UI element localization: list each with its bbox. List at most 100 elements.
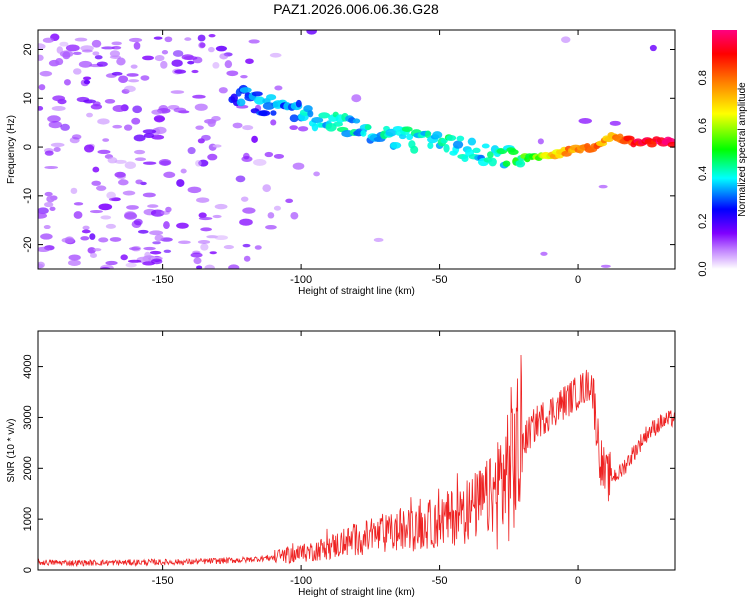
ridge-blob xyxy=(508,149,519,155)
noise-blob xyxy=(235,175,246,183)
noise-blob xyxy=(242,207,256,214)
colorbar-tick-label: 0.8 xyxy=(697,70,709,85)
noise-blob xyxy=(49,206,56,212)
noise-blob xyxy=(89,233,96,240)
y-tick-label: 0 xyxy=(22,144,34,150)
ridge-blob xyxy=(427,142,434,150)
noise-blob xyxy=(83,79,91,85)
noise-blob xyxy=(100,215,112,220)
noise-blob xyxy=(111,71,123,76)
noise-blob xyxy=(212,144,222,148)
noise-blob xyxy=(242,125,254,131)
noise-blob xyxy=(132,105,143,114)
noise-blob xyxy=(82,76,92,81)
noise-blob xyxy=(239,218,253,226)
noise-blob xyxy=(204,264,215,269)
noise-blob xyxy=(44,191,53,197)
noise-blob xyxy=(134,157,147,161)
noise-blob xyxy=(140,75,150,81)
noise-blob xyxy=(93,248,102,252)
noise-blob xyxy=(373,237,384,242)
noise-blob xyxy=(187,60,195,65)
noise-blob xyxy=(219,53,229,60)
noise-blob xyxy=(87,247,96,254)
snr-frame xyxy=(37,330,676,571)
noise-blob xyxy=(195,125,204,130)
noise-blob xyxy=(38,84,46,91)
noise-blob xyxy=(46,195,55,203)
x-tick-label: -100 xyxy=(290,274,312,286)
ridge-blob xyxy=(401,126,413,132)
noise-blob xyxy=(200,227,212,232)
noise-blob xyxy=(52,95,66,102)
noise-blob xyxy=(160,60,168,69)
noise-blob xyxy=(143,246,156,251)
noise-blob xyxy=(163,221,170,230)
noise-blob xyxy=(173,107,187,113)
noise-blob xyxy=(262,184,272,193)
ridge-blob xyxy=(443,144,450,153)
noise-blob xyxy=(73,211,83,219)
noise-blob xyxy=(197,240,211,244)
snr-axes: -150 -100 -50 0 0 1000 2000 3000 4000 Height of s… xyxy=(6,330,676,598)
noise-blob xyxy=(126,73,139,77)
noise-blob xyxy=(38,246,51,253)
y-axis-title: Frequency (Hz) xyxy=(6,115,17,184)
noise-blob xyxy=(149,230,164,236)
ridge-blob xyxy=(390,142,402,149)
noise-blob xyxy=(86,112,93,118)
noise-blob xyxy=(142,129,157,134)
noise-blob xyxy=(133,134,146,142)
x-tick-label: -100 xyxy=(290,575,312,587)
noise-blob xyxy=(165,206,172,213)
noise-blob xyxy=(196,265,203,269)
spectrogram-frame xyxy=(37,29,676,270)
noise-blob xyxy=(38,207,49,215)
noise-blob xyxy=(200,243,209,251)
ridge-blob xyxy=(406,133,414,141)
noise-blob xyxy=(243,152,250,160)
noise-blob xyxy=(176,179,185,187)
noise-blob xyxy=(127,79,140,83)
ridge-blob xyxy=(318,112,331,119)
x-tick-label: -150 xyxy=(152,274,174,286)
snr-line xyxy=(38,354,675,568)
noise-blob xyxy=(112,124,123,129)
noise-blob xyxy=(91,39,102,48)
snr-series xyxy=(38,354,675,568)
noise-blob xyxy=(105,260,118,266)
noise-blob xyxy=(44,150,54,156)
noise-blob xyxy=(598,184,608,189)
noise-blob xyxy=(63,79,71,86)
noise-blob xyxy=(71,134,82,140)
noise-blob xyxy=(163,171,176,178)
noise-blob xyxy=(265,225,277,230)
ridge-blob xyxy=(502,160,511,167)
noise-blob xyxy=(130,64,138,69)
x-tick-label: 0 xyxy=(575,575,581,587)
ridge-blob xyxy=(515,159,526,168)
noise-blob xyxy=(90,252,97,259)
noise-blob xyxy=(197,34,206,42)
noise-blob xyxy=(67,259,81,266)
ridge-blob xyxy=(488,157,497,167)
ridge-blob xyxy=(258,110,271,117)
noise-blob xyxy=(153,115,165,123)
noise-blob xyxy=(82,225,90,230)
ridge-blob xyxy=(425,130,432,139)
noise-blob xyxy=(50,142,65,148)
noise-blob xyxy=(151,109,163,115)
noise-blob xyxy=(44,165,59,170)
noise-blob xyxy=(94,55,103,60)
noise-blob xyxy=(199,42,206,48)
chart-title: PAZ1.2026.006.06.36.G28 xyxy=(273,1,439,17)
noise-blob xyxy=(195,159,202,167)
colorbar-title: Normalized spectral amplitude xyxy=(737,82,748,217)
noise-blob xyxy=(251,135,258,143)
ridge-blob xyxy=(481,143,490,149)
noise-blob xyxy=(226,70,239,77)
noise-blob xyxy=(39,70,53,77)
noise-blob xyxy=(107,157,118,164)
noise-blob xyxy=(198,212,207,219)
noise-blob xyxy=(209,251,217,255)
